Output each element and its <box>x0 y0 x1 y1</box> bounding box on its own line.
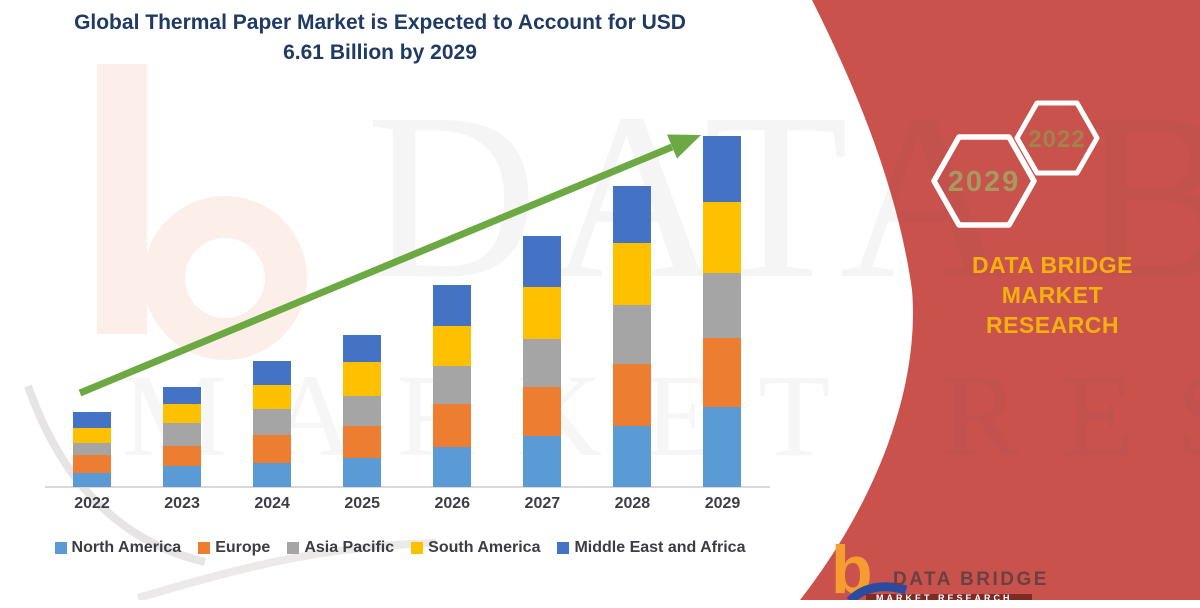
x-axis-line <box>45 486 770 488</box>
bar-segment-2029-europe <box>703 338 742 407</box>
bar-segment-2027-north-america <box>523 436 562 487</box>
bar-2022 <box>73 412 111 487</box>
bar-2029 <box>703 136 742 487</box>
bar-segment-2026-north-america <box>433 447 472 487</box>
bar-segment-2025-north-america <box>343 458 382 487</box>
legend-swatch-asia-pacific <box>287 542 300 554</box>
bar-segment-2024-europe <box>253 435 292 463</box>
bar-segment-2023-asia-pacific <box>163 423 202 446</box>
bar-2025 <box>343 335 382 487</box>
legend-swatch-middle-east-and-africa <box>557 542 570 554</box>
legend-label-middle-east-and-africa: Middle East and Africa <box>574 539 746 556</box>
bar-segment-2027-south-america <box>523 287 562 339</box>
bar-segment-2026-asia-pacific <box>433 366 472 404</box>
chart-title: Global Thermal Paper Market is Expected … <box>60 8 700 68</box>
bar-segment-2022-middle-east-and-africa <box>73 412 111 428</box>
footer-logo-tagline: MARKET RESEARCH <box>876 594 1013 600</box>
watermark-logo-b-stem <box>97 64 147 334</box>
bar-segment-2026-south-america <box>433 326 472 366</box>
bar-2023 <box>163 387 202 487</box>
bar-2027 <box>523 236 562 487</box>
x-label-2025: 2025 <box>344 495 380 512</box>
bar-2024 <box>253 361 292 487</box>
x-label-2028: 2028 <box>614 495 651 512</box>
chart-legend: North America Europe Asia Pacific South Ame… <box>0 539 800 557</box>
legend-label-south-america: South America <box>428 539 541 556</box>
bar-segment-2023-europe <box>163 446 202 466</box>
legend-item-middle-east-and-africa: Middle East and Africa <box>557 539 745 557</box>
bar-segment-2023-north-america <box>163 466 202 487</box>
bar-segment-2029-asia-pacific <box>703 273 742 338</box>
bar-segment-2027-europe <box>523 387 562 436</box>
bar-segment-2029-north-america <box>703 407 742 487</box>
bar-segment-2026-europe <box>433 404 472 447</box>
bar-segment-2025-middle-east-and-africa <box>343 335 382 362</box>
brand-line1: DATA BRIDGE MARKET <box>972 252 1133 308</box>
bar-segment-2024-middle-east-and-africa <box>253 361 292 385</box>
legend-swatch-north-america <box>54 542 67 554</box>
bar-segment-2028-europe <box>613 364 652 426</box>
bar-segment-2024-asia-pacific <box>253 409 292 435</box>
hexagon-2029 <box>931 134 1037 228</box>
legend-item-asia-pacific: Asia Pacific <box>287 539 394 557</box>
bar-segment-2024-north-america <box>253 463 292 487</box>
brand-name-block: DATA BRIDGE MARKET RESEARCH <box>930 250 1175 340</box>
bar-segment-2022-europe <box>73 455 111 473</box>
legend-item-north-america: North America <box>54 539 182 557</box>
bar-segment-2024-south-america <box>253 385 292 409</box>
hexagon-2029-label: 2029 <box>947 166 1021 198</box>
bar-segment-2028-asia-pacific <box>613 305 652 364</box>
footer-logo-tagline-strip: MARKET RESEARCH <box>866 594 1032 600</box>
legend-item-europe: Europe <box>198 539 270 557</box>
x-label-2023: 2023 <box>164 495 200 512</box>
legend-label-europe: Europe <box>215 539 271 556</box>
x-label-2029: 2029 <box>704 495 741 512</box>
footer-logo-name: DATA BRIDGE <box>893 569 1049 590</box>
hexagon-2022 <box>1014 100 1100 176</box>
x-label-2027: 2027 <box>524 495 561 512</box>
bar-2028 <box>613 186 652 487</box>
bar-segment-2023-middle-east-and-africa <box>163 387 202 404</box>
bar-segment-2029-south-america <box>703 202 742 273</box>
bar-segment-2023-south-america <box>163 404 202 423</box>
bar-segment-2026-middle-east-and-africa <box>433 285 472 326</box>
hexagon-2022-label: 2022 <box>1028 126 1086 153</box>
bar-segment-2027-asia-pacific <box>523 339 562 387</box>
legend-label-north-america: North America <box>71 539 182 556</box>
bar-segment-2025-south-america <box>343 362 382 396</box>
bar-segment-2028-south-america <box>613 243 652 305</box>
bar-segment-2025-europe <box>343 426 382 458</box>
legend-label-asia-pacific: Asia Pacific <box>304 539 395 556</box>
chart-title-line2: 6.61 Billion by 2029 <box>283 41 477 64</box>
brand-line2: RESEARCH <box>985 312 1120 338</box>
bar-segment-2027-middle-east-and-africa <box>523 236 562 287</box>
bar-segment-2022-north-america <box>73 473 111 487</box>
bar-segment-2025-asia-pacific <box>343 396 382 426</box>
legend-item-south-america: South America <box>411 539 540 557</box>
x-label-2022: 2022 <box>74 495 110 512</box>
bar-segment-2022-asia-pacific <box>73 443 111 455</box>
legend-swatch-europe <box>198 542 211 554</box>
bar-2026 <box>433 285 472 487</box>
bar-segment-2022-south-america <box>73 428 111 443</box>
x-label-2024: 2024 <box>254 495 290 512</box>
legend-swatch-south-america <box>411 542 424 554</box>
bar-segment-2028-middle-east-and-africa <box>613 186 652 243</box>
bar-segment-2029-middle-east-and-africa <box>703 136 742 202</box>
x-label-2026: 2026 <box>434 495 471 512</box>
bar-segment-2028-north-america <box>613 426 652 487</box>
chart-title-line1: Global Thermal Paper Market is Expected … <box>74 11 686 34</box>
